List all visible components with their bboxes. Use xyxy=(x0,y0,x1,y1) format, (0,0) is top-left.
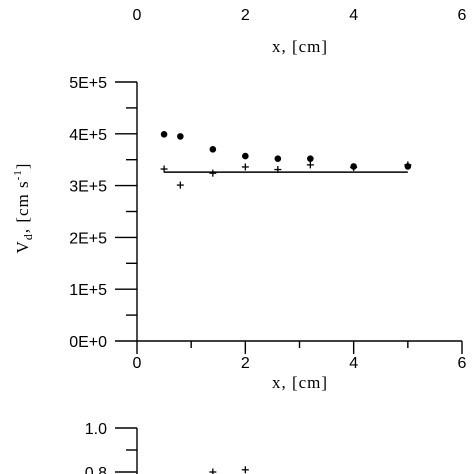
top-x-tick-label: 0 xyxy=(133,7,142,24)
main-x-axis-title: x, [cm] xyxy=(272,373,328,392)
dot-marker xyxy=(274,155,282,162)
top-x-tick-label: 2 xyxy=(241,7,250,24)
cross-marker xyxy=(241,466,249,474)
bottom-chart-fragment: 1.0 0.8 xyxy=(85,421,249,474)
top-x-tick-label: 6 xyxy=(458,7,467,24)
top-x-axis-title: x, [cm] xyxy=(272,37,328,56)
main-chart: 0E+0 1E+5 2E+5 3E+5 4E+5 5E+5 0 2 4 6 x, [cm] Vd… xyxy=(12,75,467,392)
y-title-end: ] xyxy=(13,163,32,170)
cross-marker xyxy=(209,169,217,177)
bottom-y-tick-label: 0.8 xyxy=(85,465,107,474)
top-chart-fragment: 0 2 4 6 x, [cm] xyxy=(133,7,467,56)
y-title-sup: -1 xyxy=(12,169,24,180)
main-y-tick-label: 5E+5 xyxy=(69,75,107,92)
y-title-sub: d xyxy=(21,233,35,240)
cross-marker xyxy=(404,161,412,169)
cross-marker xyxy=(160,165,168,173)
dot-marker xyxy=(209,146,217,153)
main-y-tick-label: 0E+0 xyxy=(69,334,107,351)
main-x-tick-label: 6 xyxy=(458,355,467,372)
main-y-tick-label: 3E+5 xyxy=(69,179,107,196)
dot-marker xyxy=(177,133,184,140)
main-y-axis-title: Vd, [cm s-1] xyxy=(12,163,35,254)
top-x-tick-label: 4 xyxy=(349,7,358,24)
main-x-tick-label: 2 xyxy=(241,355,250,372)
bottom-y-tick-label: 1.0 xyxy=(85,421,107,438)
main-y-tick-label: 2E+5 xyxy=(69,230,107,247)
cross-marker xyxy=(306,161,314,169)
dot-marker xyxy=(242,152,249,160)
cross-marker xyxy=(350,163,358,171)
cross-marker xyxy=(176,181,184,189)
y-title-main: V xyxy=(13,240,32,253)
dot-marker xyxy=(307,155,314,162)
cross-marker xyxy=(209,468,217,474)
main-y-tick-label: 1E+5 xyxy=(69,282,107,299)
main-x-tick-label: 0 xyxy=(133,355,142,372)
y-title-rest: , [cm s xyxy=(13,180,32,233)
cross-marker xyxy=(241,163,249,171)
main-x-tick-label: 4 xyxy=(349,355,358,372)
dot-marker xyxy=(160,131,168,138)
main-y-tick-label: 4E+5 xyxy=(69,127,107,144)
